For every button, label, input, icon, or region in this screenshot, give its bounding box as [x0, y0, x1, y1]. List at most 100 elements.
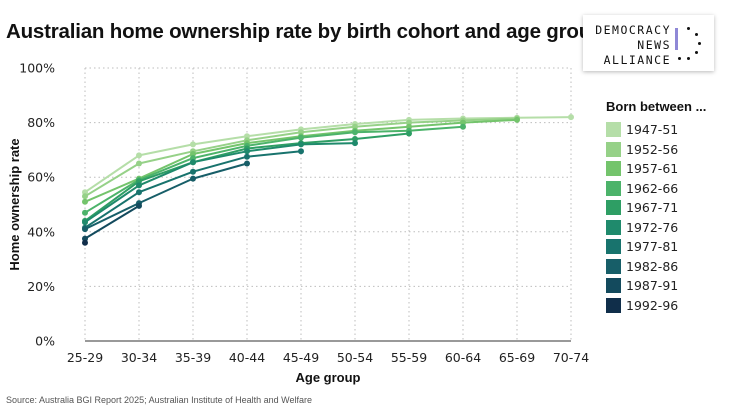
data-point-1992-96 — [82, 239, 88, 246]
data-point-1962-66 — [352, 129, 358, 136]
data-point-1947-51 — [82, 189, 88, 196]
legend-item-1992-96: 1992-96 — [606, 296, 706, 316]
legend-label: 1957-61 — [626, 161, 679, 177]
legend-swatch — [606, 161, 621, 177]
data-point-1972-76 — [190, 159, 196, 166]
data-point-1982-86 — [82, 226, 88, 233]
data-point-1977-81 — [244, 153, 250, 160]
data-point-1947-51 — [190, 141, 196, 148]
legend-label: 1962-66 — [626, 180, 679, 196]
data-point-1972-76 — [82, 219, 88, 226]
data-point-1952-56 — [82, 193, 88, 200]
logo-line-3: ALLIANCE — [603, 53, 671, 67]
logo-line-1: DEMOCRACY — [595, 23, 671, 37]
legend-item-1977-81: 1977-81 — [606, 237, 706, 257]
logo-dot — [695, 33, 698, 36]
data-point-1967-71 — [352, 136, 358, 142]
data-point-1977-81 — [190, 168, 196, 175]
data-point-1952-56 — [136, 160, 142, 167]
legend-item-1957-61: 1957-61 — [606, 159, 706, 179]
publisher-logo: DEMOCRACY NEWS ALLIANCE — [583, 15, 714, 71]
source-note: Source: Australia BGI Report 2025; Austr… — [6, 395, 313, 405]
x-tick-label: 40-44 — [229, 350, 265, 365]
legend-swatch — [606, 297, 621, 313]
data-point-1977-81 — [136, 189, 142, 196]
legend-item-1962-66: 1962-66 — [606, 179, 706, 199]
data-point-1967-71 — [406, 130, 412, 137]
x-tick-label: 55-59 — [391, 350, 427, 365]
legend-swatch — [606, 122, 621, 138]
x-tick-label: 65-69 — [499, 350, 535, 365]
data-point-1987-91 — [136, 202, 142, 209]
series-line-1972-76 — [84, 142, 356, 224]
data-point-1952-56 — [298, 129, 304, 136]
chart-title: Australian home ownership rate by birth … — [6, 20, 604, 43]
data-point-1972-76 — [298, 141, 304, 148]
data-point-1977-81 — [298, 148, 304, 155]
data-point-1987-91 — [82, 235, 88, 242]
y-tick-label: 20% — [27, 279, 55, 294]
series-line-1987-91 — [84, 205, 140, 240]
data-point-1947-51 — [568, 114, 574, 121]
x-axis-title: Age group — [296, 370, 361, 385]
legend-label: 1972-76 — [626, 219, 679, 235]
logo-dot — [687, 57, 690, 60]
logo-accent-bar — [675, 28, 678, 50]
legend-items: 1947-51 1952-56 1957-61 1962-66 1967-71 1972-… — [606, 120, 706, 315]
data-point-1962-66 — [298, 134, 304, 141]
y-tick-label: 60% — [27, 170, 55, 185]
legend-label: 1952-56 — [626, 141, 679, 157]
legend: Born between ... 1947-51 1952-56 1957-61 19… — [606, 99, 706, 315]
x-tick-label: 50-54 — [337, 350, 373, 365]
logo-dot — [687, 27, 690, 30]
legend-swatch — [606, 239, 621, 255]
data-point-1957-61 — [82, 198, 88, 205]
data-point-1972-76 — [136, 182, 142, 189]
data-point-1957-61 — [406, 123, 412, 130]
legend-swatch — [606, 200, 621, 216]
series-line-1947-51 — [84, 116, 572, 194]
data-point-1952-56 — [406, 119, 412, 126]
x-tick-label: 60-64 — [445, 350, 481, 365]
legend-item-1952-56: 1952-56 — [606, 140, 706, 160]
legend-title: Born between ... — [606, 99, 707, 114]
data-point-1982-86 — [244, 160, 250, 167]
y-axis-title: Home ownership rate — [7, 138, 22, 270]
legend-label: 1992-96 — [626, 297, 679, 313]
x-tick-label: 30-34 — [121, 350, 157, 365]
legend-label: 1947-51 — [626, 122, 679, 138]
data-point-1962-66 — [190, 155, 196, 162]
legend-label: 1987-91 — [626, 278, 679, 294]
legend-label: 1977-81 — [626, 239, 679, 255]
logo-dot — [698, 42, 701, 45]
x-tick-label: 45-49 — [283, 350, 319, 365]
data-point-1962-66 — [460, 123, 466, 130]
data-point-1982-86 — [190, 175, 196, 182]
data-point-1972-76 — [352, 140, 358, 147]
data-point-1957-61 — [514, 116, 520, 123]
data-point-1972-76 — [244, 148, 250, 155]
x-tick-label: 35-39 — [175, 350, 211, 365]
data-point-1957-61 — [190, 151, 196, 157]
legend-swatch — [606, 141, 621, 157]
data-point-1967-71 — [136, 178, 142, 185]
logo-dot — [678, 57, 681, 60]
legend-swatch — [606, 278, 621, 294]
logo-dot — [695, 51, 698, 54]
y-tick-label: 80% — [27, 115, 55, 130]
x-tick-label: 70-74 — [553, 350, 589, 365]
legend-item-1947-51: 1947-51 — [606, 120, 706, 140]
legend-item-1987-91: 1987-91 — [606, 276, 706, 296]
y-tick-label: 0% — [35, 334, 55, 349]
series-line-1962-66 — [84, 125, 464, 214]
logo-line-2: NEWS — [637, 38, 671, 52]
legend-item-1972-76: 1972-76 — [606, 218, 706, 238]
x-tick-label: 25-29 — [67, 350, 103, 365]
data-point-1952-56 — [352, 123, 358, 130]
legend-swatch — [606, 180, 621, 196]
y-tick-label: 100% — [19, 61, 55, 76]
legend-item-1982-86: 1982-86 — [606, 257, 706, 277]
data-point-1962-66 — [82, 209, 88, 216]
legend-swatch — [606, 258, 621, 274]
legend-label: 1967-71 — [626, 200, 679, 216]
